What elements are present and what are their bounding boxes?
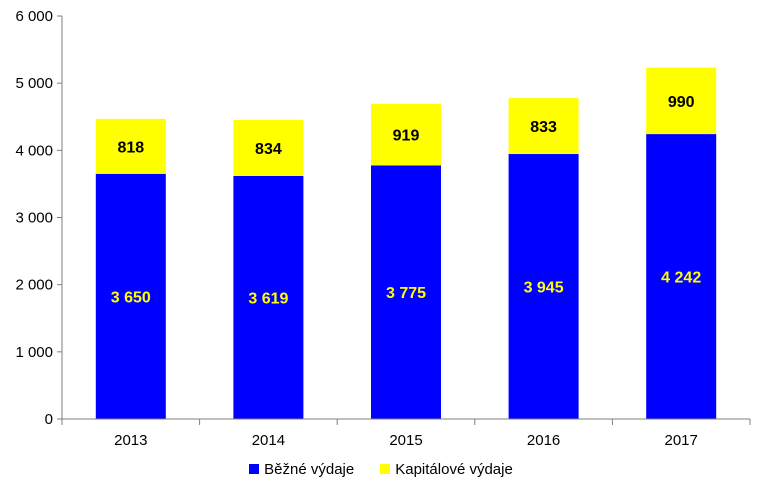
x-tick-label-2015: 2015 bbox=[389, 432, 422, 449]
legend-swatch-bezne bbox=[249, 464, 260, 474]
y-tick-label-2000: 2 000 bbox=[15, 277, 53, 294]
y-tick-label-3000: 3 000 bbox=[15, 210, 53, 227]
legend-swatch-kapitalove bbox=[380, 464, 391, 474]
x-tick-label-2017: 2017 bbox=[665, 432, 698, 449]
bar-bezne-2014 bbox=[233, 175, 304, 419]
y-tick-label-4000: 4 000 bbox=[15, 142, 53, 159]
y-tick-label-1000: 1 000 bbox=[15, 344, 53, 361]
legend-label-kapitalove: Kapitálové výdaje bbox=[395, 460, 513, 478]
data-label-bezne-2014: 3 619 bbox=[248, 290, 288, 307]
bar-bezne-2013 bbox=[95, 173, 166, 419]
legend: Běžné výdaje Kapitálové výdaje bbox=[0, 458, 762, 480]
bar-kapitalove-2017 bbox=[646, 67, 717, 135]
x-tick-label-2013: 2013 bbox=[114, 432, 147, 449]
data-label-bezne-2017: 4 242 bbox=[661, 270, 701, 287]
data-label-kapitalove-2014: 834 bbox=[255, 141, 282, 158]
legend-item-kapitalove: Kapitálové výdaje bbox=[380, 461, 513, 478]
y-tick-label-5000: 5 000 bbox=[15, 75, 53, 92]
bar-kapitalove-2013 bbox=[95, 118, 166, 174]
data-label-bezne-2015: 3 775 bbox=[386, 285, 426, 302]
data-label-bezne-2016: 3 945 bbox=[524, 280, 564, 297]
y-tick-label-6000: 6 000 bbox=[15, 8, 53, 25]
x-tick-label-2016: 2016 bbox=[527, 432, 560, 449]
bar-bezne-2017 bbox=[646, 134, 717, 420]
bar-kapitalove-2014 bbox=[233, 119, 304, 176]
bar-kapitalove-2016 bbox=[508, 98, 579, 155]
y-tick-label-0: 0 bbox=[45, 411, 53, 428]
data-label-kapitalove-2016: 833 bbox=[530, 119, 557, 136]
x-tick-label-2014: 2014 bbox=[252, 432, 285, 449]
legend-item-bezne: Běžné výdaje bbox=[249, 461, 354, 478]
data-label-kapitalove-2015: 919 bbox=[393, 128, 420, 145]
bar-bezne-2016 bbox=[508, 154, 579, 419]
legend-label-bezne: Běžné výdaje bbox=[264, 460, 355, 478]
data-label-kapitalove-2017: 990 bbox=[668, 94, 695, 111]
bar-bezne-2015 bbox=[371, 165, 441, 419]
bar-kapitalove-2015 bbox=[371, 103, 441, 166]
data-label-kapitalove-2013: 818 bbox=[117, 139, 144, 156]
data-label-bezne-2013: 3 650 bbox=[111, 289, 151, 306]
